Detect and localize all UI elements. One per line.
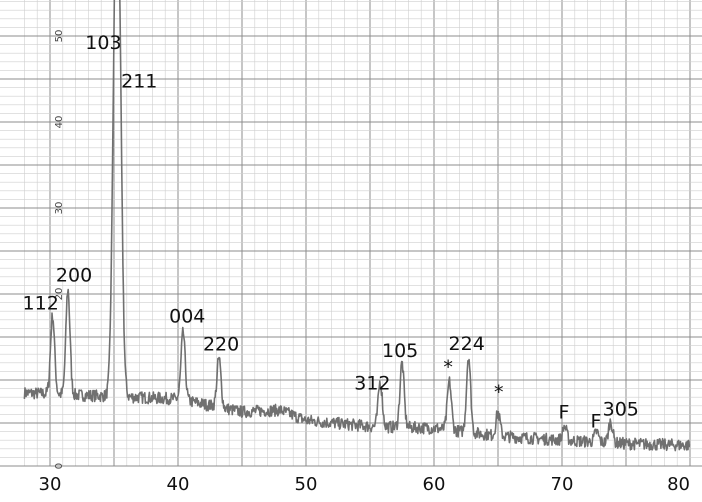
peak-label: 105: [382, 340, 418, 362]
peak-label: *: [443, 357, 453, 379]
peak-label: 220: [203, 334, 239, 356]
x-tick-label: 70: [551, 474, 574, 495]
peak-label: F: [559, 401, 570, 423]
peak-label: 312: [354, 373, 390, 395]
y-tick-label: 0: [54, 463, 65, 469]
peak-label: 103: [85, 32, 121, 54]
y-tick-label: 20: [54, 288, 65, 301]
peak-label: *: [494, 382, 504, 404]
y-axis-ticks: 0 20 30 40 50: [54, 30, 65, 470]
peak-label: 200: [56, 265, 92, 287]
diffraction-trace: [23, 0, 691, 452]
peak-label: 211: [121, 70, 157, 92]
x-tick-label: 40: [167, 474, 190, 495]
y-tick-label: 30: [54, 202, 65, 215]
peak-label: F: [591, 411, 602, 433]
x-axis-ticks: 30 40 50 60 70 80: [39, 474, 690, 495]
y-tick-label: 40: [54, 116, 65, 129]
grid: [0, 0, 702, 467]
peak-label: 112: [23, 293, 59, 315]
peak-label: 004: [169, 306, 205, 328]
x-tick-label: 30: [39, 474, 62, 495]
peak-label: 305: [603, 398, 639, 420]
x-tick-label: 50: [295, 474, 318, 495]
peak-label: 224: [449, 333, 485, 355]
x-tick-label: 60: [423, 474, 446, 495]
x-tick-label: 80: [667, 474, 690, 495]
y-tick-label: 50: [54, 30, 65, 43]
